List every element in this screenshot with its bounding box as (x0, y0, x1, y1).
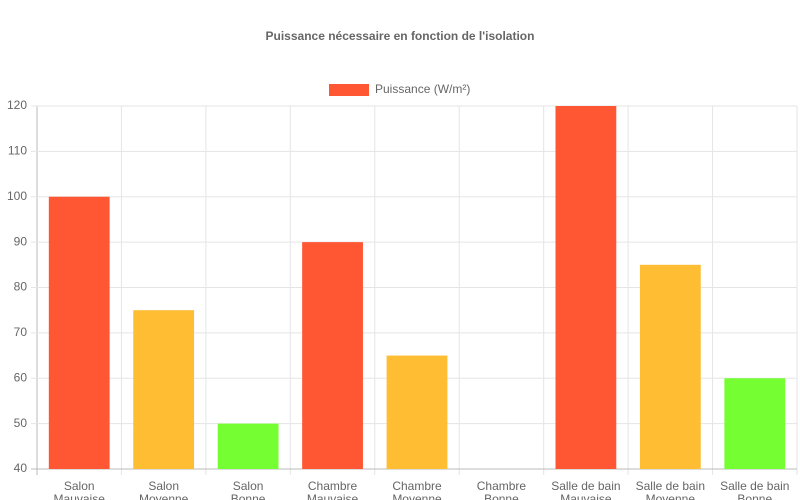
x-tick-label: Chambre (392, 479, 442, 493)
x-tick-label: Moyenne (139, 492, 189, 500)
x-tick-label: Salle de bain (720, 479, 789, 493)
y-tick-label: 120 (7, 98, 27, 112)
x-tick-label: Salon (148, 479, 179, 493)
y-tick-label: 90 (14, 234, 28, 248)
y-tick-label: 50 (14, 416, 28, 430)
x-tick-label: Salle de bain (636, 479, 705, 493)
x-tick-label: Chambre (308, 479, 358, 493)
y-tick-label: 60 (14, 370, 28, 384)
bar (555, 106, 617, 469)
bar (639, 264, 701, 469)
bar (48, 196, 110, 469)
x-tick-label: Bonne (484, 492, 519, 500)
x-tick-label: Bonne (231, 492, 266, 500)
x-tick-label: Chambre (477, 479, 527, 493)
y-tick-label: 80 (14, 280, 28, 294)
bar (724, 378, 786, 469)
legend-label: Puissance (W/m²) (375, 82, 470, 96)
legend-swatch (329, 84, 369, 96)
x-tick-label: Salon (64, 479, 95, 493)
x-tick-label: Bonne (737, 492, 772, 500)
bar (133, 310, 195, 469)
y-tick-label: 40 (14, 461, 28, 475)
x-tick-label: Moyenne (392, 492, 442, 500)
bar (386, 355, 448, 469)
x-tick-label: Mauvaise (560, 492, 612, 500)
chart-title: Puissance nécessaire en fonction de l'is… (266, 29, 535, 43)
bar (302, 242, 363, 469)
x-tick-label: Salon (233, 479, 264, 493)
x-tick-label: Salle de bain (551, 479, 620, 493)
x-tick-label: Mauvaise (307, 492, 359, 500)
y-tick-label: 110 (8, 144, 27, 158)
y-tick-label: 100 (7, 189, 27, 203)
bar (217, 423, 279, 469)
x-tick-label: Moyenne (646, 492, 696, 500)
y-tick-label: 70 (14, 325, 28, 339)
x-tick-label: Mauvaise (54, 492, 106, 500)
